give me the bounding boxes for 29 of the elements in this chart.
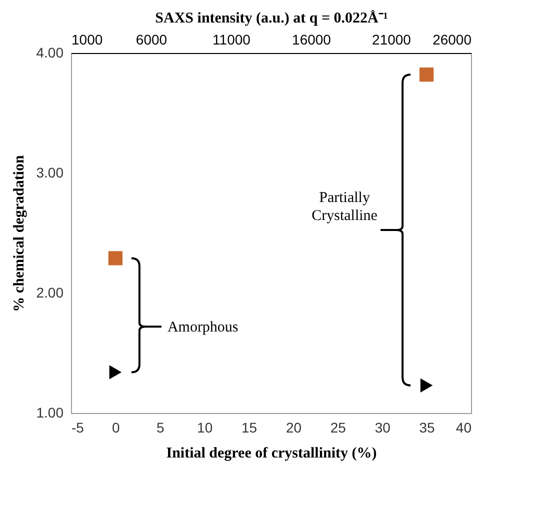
point xyxy=(419,68,434,82)
x-tick-label: 30 xyxy=(374,420,391,436)
point xyxy=(108,251,123,266)
y-axis-title: % chemical degradation xyxy=(11,154,28,312)
point xyxy=(109,365,122,380)
x-tick-label: 25 xyxy=(330,420,346,436)
y-tick-label: 1.00 xyxy=(36,404,64,420)
x-tick-label: 15 xyxy=(241,420,258,436)
x2-tick-label: 16000 xyxy=(292,32,332,48)
x-tick-label: -5 xyxy=(72,420,84,436)
x2-tick-label: 26000 xyxy=(432,32,472,48)
x-tick-label: 20 xyxy=(286,420,302,436)
y-tick-label: 4.00 xyxy=(36,44,64,60)
x-tick-label: 40 xyxy=(456,420,472,436)
annotation: Amorphous xyxy=(167,320,238,336)
x-tick-label: 5 xyxy=(156,420,164,436)
x-tick-label: 35 xyxy=(419,420,436,436)
x-axis-title: Initial degree of crystallinity (%) xyxy=(166,446,377,462)
annotation: Partially Crystalline xyxy=(312,190,378,224)
x2-axis-title: SAXS intensity (a.u.) at q = 0.022Å⁻¹ xyxy=(155,10,388,26)
x2-tick-label: 6000 xyxy=(136,32,168,48)
y-tick-label: 3.00 xyxy=(36,164,64,180)
point xyxy=(420,378,433,392)
x-tick-label: 0 xyxy=(112,420,120,436)
y-tick-label: 2.00 xyxy=(36,284,64,300)
x2-tick-label: 21000 xyxy=(372,32,412,48)
x2-tick-label: 1000 xyxy=(72,32,103,48)
x2-tick-label: 11000 xyxy=(212,32,251,48)
x-tick-label: 10 xyxy=(197,420,213,436)
